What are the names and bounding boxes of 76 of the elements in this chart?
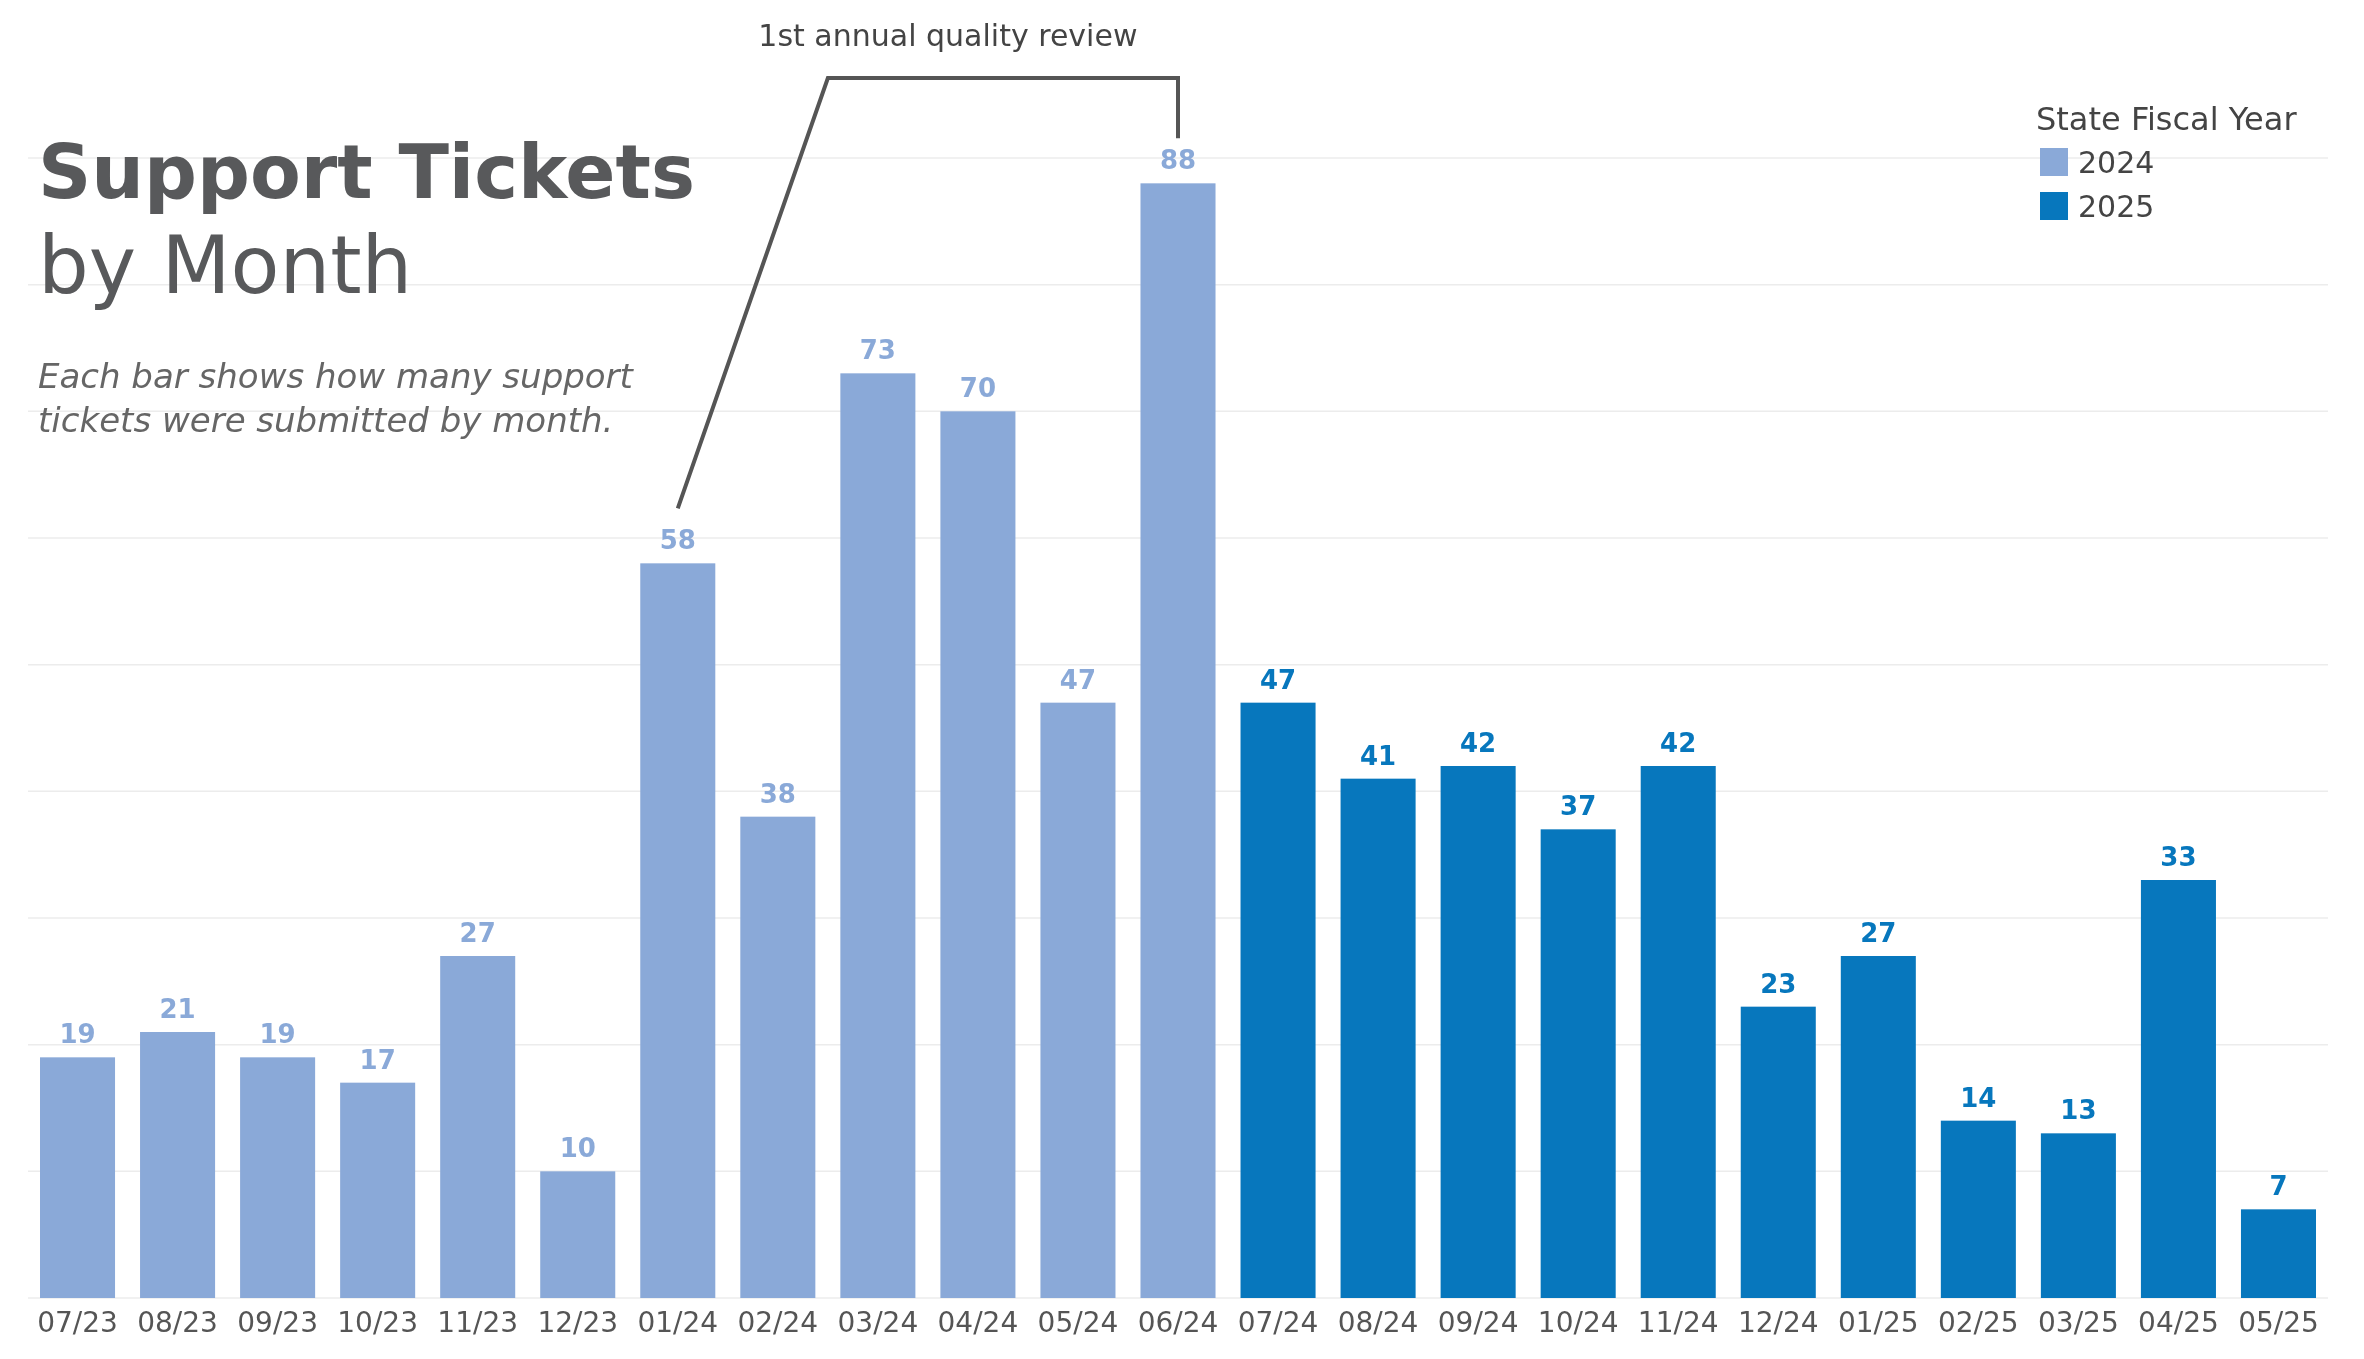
bar (1940, 1120, 2016, 1298)
x-tick-label: 07/24 (1237, 1306, 1319, 1339)
bar (1040, 702, 1116, 1298)
x-tick-label: 05/24 (1037, 1306, 1119, 1339)
data-label: 19 (259, 1019, 296, 1050)
bar (640, 563, 716, 1298)
bar (240, 1057, 316, 1298)
text: 1st annual quality review (758, 18, 1138, 53)
data-label: 42 (1660, 728, 1697, 758)
bar (440, 956, 516, 1298)
data-label: 38 (759, 778, 796, 809)
data-label: 27 (1860, 918, 1897, 948)
bar (1740, 1006, 1816, 1298)
data-label: 19 (59, 1019, 96, 1050)
data-label: 37 (1560, 791, 1597, 822)
x-tick-label: 03/24 (837, 1306, 919, 1339)
bar (1540, 829, 1616, 1298)
x-tick-label: 06/24 (1137, 1306, 1219, 1339)
bar (1340, 778, 1416, 1298)
annotation: Each bar shows how many support tickets were submitted by month. (38, 356, 635, 440)
data-label: 47 (1059, 664, 1097, 695)
bar (340, 1082, 416, 1298)
x-tick-label: 01/25 (1837, 1306, 1919, 1339)
data-label: 10 (559, 1133, 596, 1164)
x-tick-label: 09/23 (237, 1306, 318, 1339)
x-tick-label: 11/24 (1637, 1306, 1719, 1339)
x-tick-label: 03/25 (2038, 1306, 2119, 1339)
x-tick-label: 04/25 (2138, 1306, 2219, 1339)
data-label: 13 (2060, 1095, 2097, 1126)
bar (140, 1032, 216, 1298)
bar (1840, 956, 1916, 1298)
bar (1440, 766, 1516, 1298)
bar (2240, 1209, 2316, 1298)
bar (2040, 1133, 2116, 1298)
data-label: 42 (1460, 728, 1497, 758)
data-label: 23 (1760, 968, 1797, 999)
data-label: 47 (1259, 664, 1297, 695)
bar (40, 1057, 116, 1298)
x-tick-label: 02/25 (1938, 1306, 2019, 1339)
data-label: 21 (159, 994, 196, 1024)
data-label: 27 (459, 918, 496, 948)
x-tick-label: 08/23 (137, 1306, 218, 1339)
x-tick-label: 05/25 (2238, 1306, 2319, 1339)
data-label: 33 (2160, 842, 2197, 872)
x-tick-label: 08/24 (1337, 1306, 1419, 1339)
data-label: 88 (1159, 145, 1197, 176)
bar (740, 816, 816, 1298)
x-tick-label: 04/24 (937, 1306, 1019, 1339)
bar (540, 1171, 616, 1298)
text: by Month (38, 219, 413, 312)
x-tick-label: 02/24 (737, 1306, 819, 1339)
bar (840, 373, 916, 1298)
data-label: 58 (659, 525, 696, 556)
data-label: 14 (1960, 1082, 1997, 1113)
x-tick-label: 10/23 (337, 1306, 418, 1339)
data-label: 17 (359, 1044, 396, 1075)
data-label: 70 (959, 373, 997, 404)
bar (940, 411, 1016, 1298)
bar (1240, 702, 1316, 1298)
data-label: 41 (1359, 740, 1397, 771)
chart-title: Support Tickets (38, 129, 695, 215)
data-label: 73 (859, 335, 896, 366)
x-tick-label: 01/24 (637, 1306, 719, 1339)
bar (1140, 183, 1216, 1298)
legend-label: 2025 (2078, 189, 2155, 224)
x-tick-label: 10/24 (1537, 1306, 1619, 1339)
x-tick-label: 07/23 (37, 1306, 118, 1339)
bar (2140, 880, 2216, 1298)
x-tick-label: 12/23 (537, 1306, 619, 1339)
bar (1640, 766, 1716, 1298)
legend-label: 2024 (2078, 145, 2155, 180)
x-tick-label: 11/23 (437, 1306, 519, 1339)
x-tick-label: 12/24 (1737, 1306, 1819, 1339)
legend-title: State Fiscal Year (2036, 100, 2298, 138)
data-label: 7 (2269, 1171, 2288, 1202)
x-tick-label: 09/24 (1437, 1306, 1519, 1339)
